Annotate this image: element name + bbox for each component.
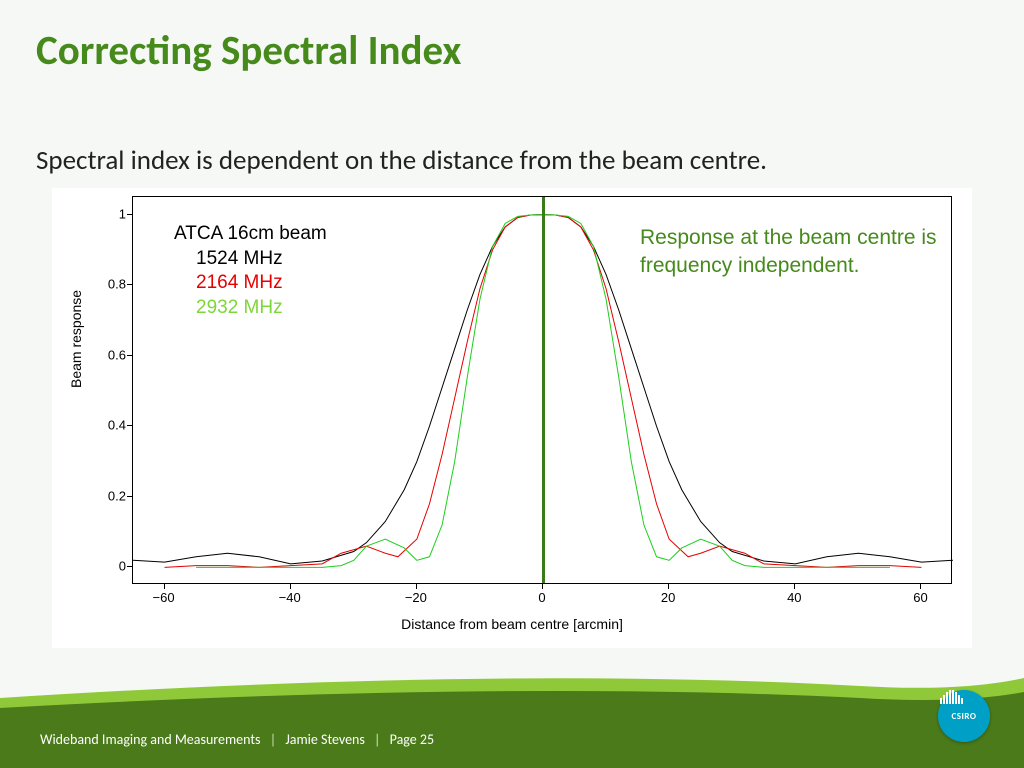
legend-title: ATCA 16cm beam — [174, 222, 327, 247]
y-axis-label: Beam response — [68, 290, 84, 388]
xtick-label: −60 — [153, 590, 175, 605]
xtick-label: 0 — [538, 590, 545, 605]
slide-footer: Wideband Imaging and Measurements | Jami… — [0, 664, 1024, 768]
legend-item-2: 2932 MHz — [174, 296, 327, 321]
x-axis-label: Distance from beam centre [arcmin] — [52, 616, 972, 632]
ytick-label: 0 — [119, 559, 126, 574]
footer-page: Page 25 — [390, 731, 434, 748]
slide-title: Correcting Spectral Index — [36, 26, 461, 76]
footer-presentation: Wideband Imaging and Measurements — [40, 731, 261, 748]
footer-author: Jamie Stevens — [285, 731, 365, 748]
ytick-label: 0.6 — [108, 347, 126, 362]
chart-legend: ATCA 16cm beam 1524 MHz 2164 MHz 2932 MH… — [174, 222, 327, 321]
footer-text: Wideband Imaging and Measurements | Jami… — [40, 731, 434, 748]
legend-item-0: 1524 MHz — [174, 247, 327, 272]
xtick-label: 60 — [913, 590, 927, 605]
csiro-label: CSIRO — [952, 711, 977, 722]
slide-subtitle: Spectral index is dependent on the dista… — [36, 144, 767, 177]
ytick-label: 0.8 — [108, 277, 126, 292]
xtick-label: 20 — [661, 590, 675, 605]
chart-annotation: Response at the beam centre is frequency… — [640, 224, 940, 281]
ytick-label: 0.4 — [108, 418, 126, 433]
legend-item-1: 2164 MHz — [174, 271, 327, 296]
ytick-label: 1 — [119, 206, 126, 221]
centre-marker-line — [542, 197, 545, 583]
xtick-label: −40 — [279, 590, 301, 605]
csiro-logo: CSIRO — [938, 690, 990, 742]
xtick-label: −20 — [405, 590, 427, 605]
xtick-label: 40 — [787, 590, 801, 605]
ytick-label: 0.2 — [108, 488, 126, 503]
